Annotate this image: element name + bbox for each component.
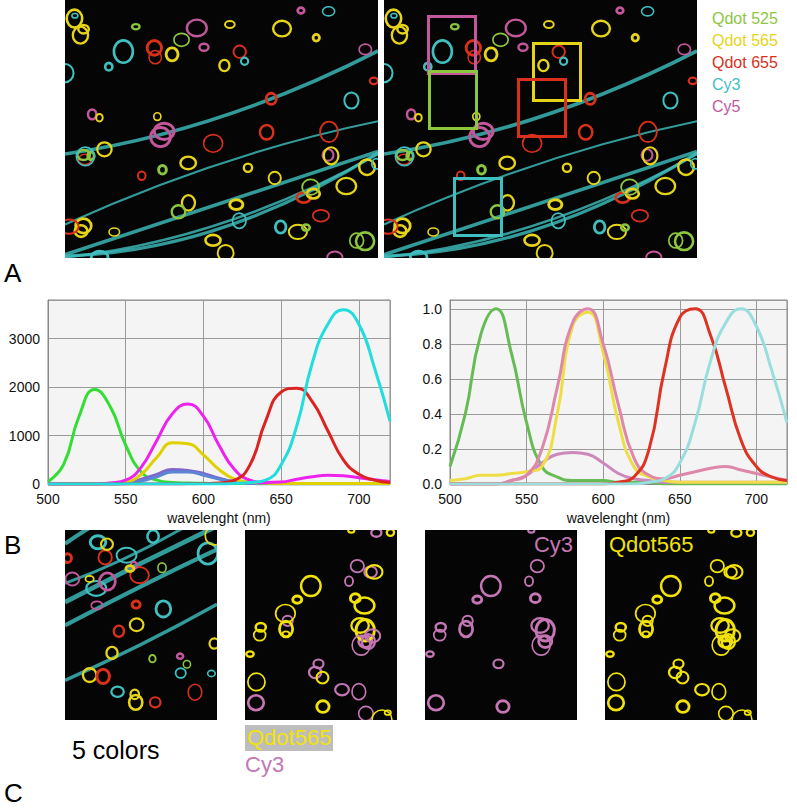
svg-text:600: 600 [192,491,216,507]
html-text:Qdot 525: Qdot 525 [712,10,778,27]
svg-text:700: 700 [745,491,769,507]
html-text:C: C [4,778,23,808]
html-text:Qdot565: Qdot565 [609,532,694,557]
svg-text:3000: 3000 [9,331,40,347]
html-text:Qdot 565: Qdot 565 [712,32,778,49]
svg-text:2000: 2000 [9,379,40,395]
svg-text:500: 500 [36,491,60,507]
html-text:Cy3: Cy3 [245,752,285,777]
svg-text:0.6: 0.6 [423,371,443,387]
html-text:5 colors: 5 colors [72,736,160,764]
svg-text:0: 0 [32,476,40,492]
svg-text:wavelenght (nm): wavelenght (nm) [566,510,671,526]
svg-text:650: 650 [668,491,692,507]
html-text:Qdot 655: Qdot 655 [712,54,778,71]
svg-text:0.0: 0.0 [423,476,443,492]
svg-text:1.0: 1.0 [423,301,443,317]
svg-text:650: 650 [270,491,294,507]
html-text:Cy3: Cy3 [533,532,573,557]
svg-text:0.4: 0.4 [423,406,443,422]
svg-text:0.8: 0.8 [423,336,443,352]
svg-text:600: 600 [592,491,616,507]
html-text:B: B [4,530,22,560]
svg-text:550: 550 [114,491,138,507]
svg-text:0.2: 0.2 [423,441,443,457]
svg-text:1000: 1000 [9,428,40,444]
html-text:Qdot565: Qdot565 [247,725,332,750]
svg-text:700: 700 [347,491,371,507]
svg-text:wavelenght (nm): wavelenght (nm) [166,510,271,526]
html-text:Cy5: Cy5 [712,98,741,115]
html-text:Cy3: Cy3 [712,76,741,93]
svg-text:550: 550 [515,491,539,507]
html-text:A: A [4,258,22,288]
svg-text:500: 500 [438,491,462,507]
